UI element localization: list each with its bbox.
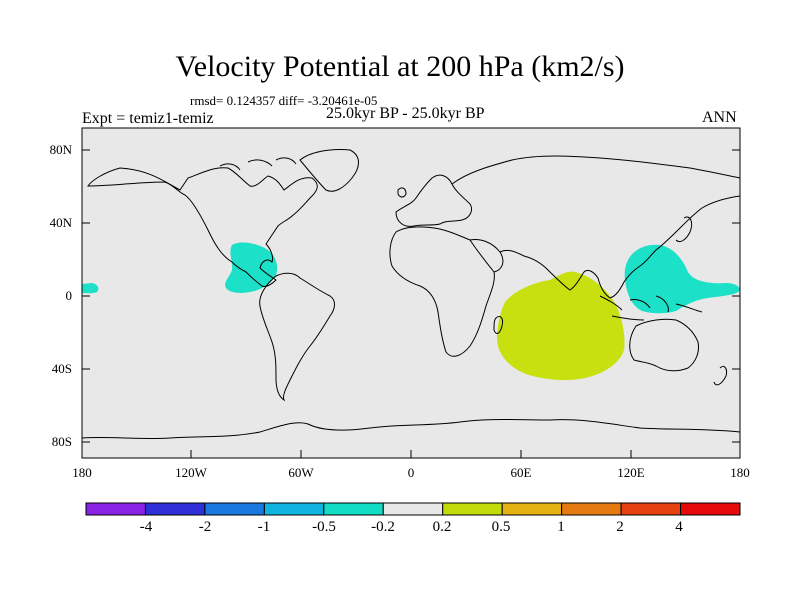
lat-label-80n: 80N [49, 142, 72, 157]
positive-anomaly-indian-ocean [497, 271, 625, 381]
negative-anomaly-west-pacific [624, 244, 740, 314]
colorbar-label-8: 1 [557, 519, 565, 535]
coast-north-america [87, 167, 318, 287]
colorbar-box-11 [680, 502, 741, 516]
coast-antarctica [81, 419, 741, 440]
coast-africa [389, 226, 495, 357]
colorbar-label-9: 2 [616, 519, 624, 535]
axis-ticks [82, 149, 740, 458]
colorbar [85, 502, 741, 516]
plot-title: Velocity Potential at 200 hPa (km2/s) [175, 50, 625, 83]
coast-australia [629, 318, 699, 372]
coast-greenland [299, 149, 359, 192]
coast-asia [451, 155, 741, 299]
coast-arctic-islands [219, 157, 297, 171]
lon-label-60w: 60W [288, 465, 314, 480]
lat-label-40n: 40N [49, 215, 72, 230]
coast-new-zealand [713, 365, 727, 386]
lon-label-180e: 180 [730, 465, 750, 480]
rmsd-diff-stats: rmsd= 0.124357 diff= -3.20461e-05 [190, 93, 378, 108]
colorbar-label-2: -2 [198, 519, 212, 535]
coast-british-isles [397, 187, 407, 198]
colorbar-box-5 [323, 502, 384, 516]
coast-japan [675, 216, 693, 243]
experiment-label: Expt = temiz1-temiz [82, 110, 214, 127]
lon-label-180w: 180 [72, 465, 92, 480]
colorbar-label-7: 0.5 [491, 519, 511, 535]
colorbar-box-8 [501, 502, 563, 516]
colorbar-label-6: 0.2 [432, 519, 452, 535]
lon-label-0: 0 [407, 465, 415, 480]
colorbar-box-4 [263, 502, 325, 516]
lat-label-40s: 40S [51, 361, 72, 376]
colorbar-box-3 [204, 502, 265, 516]
colorbar-box-2 [144, 502, 206, 516]
coast-indonesia [599, 295, 703, 321]
colorbar-box-7 [442, 502, 503, 516]
lat-label-0: 0 [65, 288, 73, 303]
lon-label-120e: 120E [617, 465, 645, 480]
colorbar-label-1: -4 [139, 519, 153, 535]
lat-label-80s: 80S [51, 434, 72, 449]
coast-europe [395, 174, 473, 227]
colorbar-box-1 [85, 502, 146, 516]
negative-anomaly-west-edge [82, 283, 99, 294]
negative-anomaly-central-america [225, 242, 278, 293]
lon-label-120w: 120W [175, 465, 207, 480]
colorbar-label-5: -0.2 [371, 519, 395, 535]
lon-label-60e: 60E [510, 465, 532, 480]
coast-south-america [259, 272, 335, 402]
colorbar-box-9 [561, 502, 622, 516]
season-label: ANN [702, 109, 737, 126]
colorbar-label-10: 4 [675, 519, 683, 535]
colorbar-box-6 [382, 502, 444, 516]
coast-madagascar [493, 315, 503, 334]
coastlines [81, 149, 741, 440]
period-label: 25.0kyr BP - 25.0kyr BP [326, 105, 485, 122]
colorbar-label-3: -1 [257, 519, 271, 535]
colorbar-label-4: -0.5 [312, 519, 336, 535]
colorbar-box-10 [620, 502, 682, 516]
